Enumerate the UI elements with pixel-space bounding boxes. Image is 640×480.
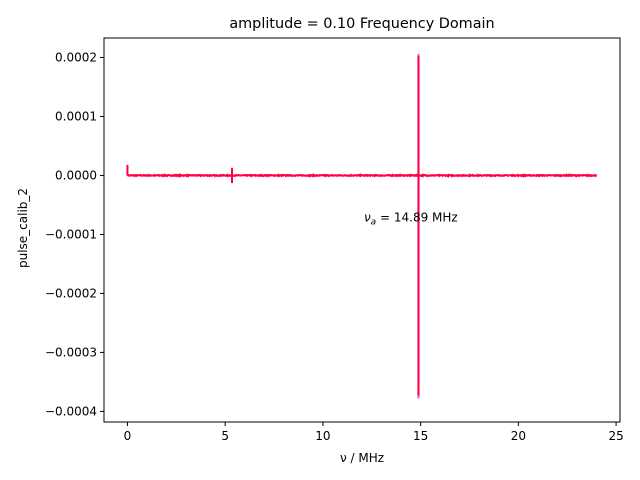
x-tick-label: 10 xyxy=(315,429,330,443)
annotation-subscript: a xyxy=(371,217,377,227)
x-axis: 0 5 10 15 20 25 xyxy=(124,422,624,443)
y-tick-label: −0.0003 xyxy=(45,345,97,359)
plot-frame xyxy=(103,37,621,423)
nu-a-annotation: νa = 14.89 MHz xyxy=(364,210,458,227)
y-tick-label: 0.0001 xyxy=(55,109,97,123)
y-tick-label: −0.0001 xyxy=(45,227,97,241)
chart-title: amplitude = 0.10 Frequency Domain xyxy=(229,16,494,32)
annotation-value: = 14.89 MHz xyxy=(376,210,458,224)
x-tick-label: 15 xyxy=(413,429,428,443)
y-tick-label: 0.0002 xyxy=(55,50,97,64)
x-tick-label: 0 xyxy=(124,429,132,443)
x-axis-label: ν / MHz xyxy=(340,451,384,465)
y-tick-label: −0.0004 xyxy=(45,404,97,418)
annotation-symbol: ν xyxy=(364,210,371,224)
series-red-baseline xyxy=(126,172,597,179)
y-tick-label: −0.0002 xyxy=(45,286,97,300)
x-tick-label: 5 xyxy=(221,429,229,443)
y-axis-label: pulse_calib_2 xyxy=(16,188,30,268)
x-tick-label: 25 xyxy=(608,429,623,443)
y-tick-label: 0.0000 xyxy=(55,168,97,182)
plot-area xyxy=(126,53,597,399)
x-tick-label: 20 xyxy=(511,429,526,443)
y-axis: 0.0002 0.0001 0.0000 −0.0001 −0.0002 −0.0003 −… xyxy=(45,50,104,418)
